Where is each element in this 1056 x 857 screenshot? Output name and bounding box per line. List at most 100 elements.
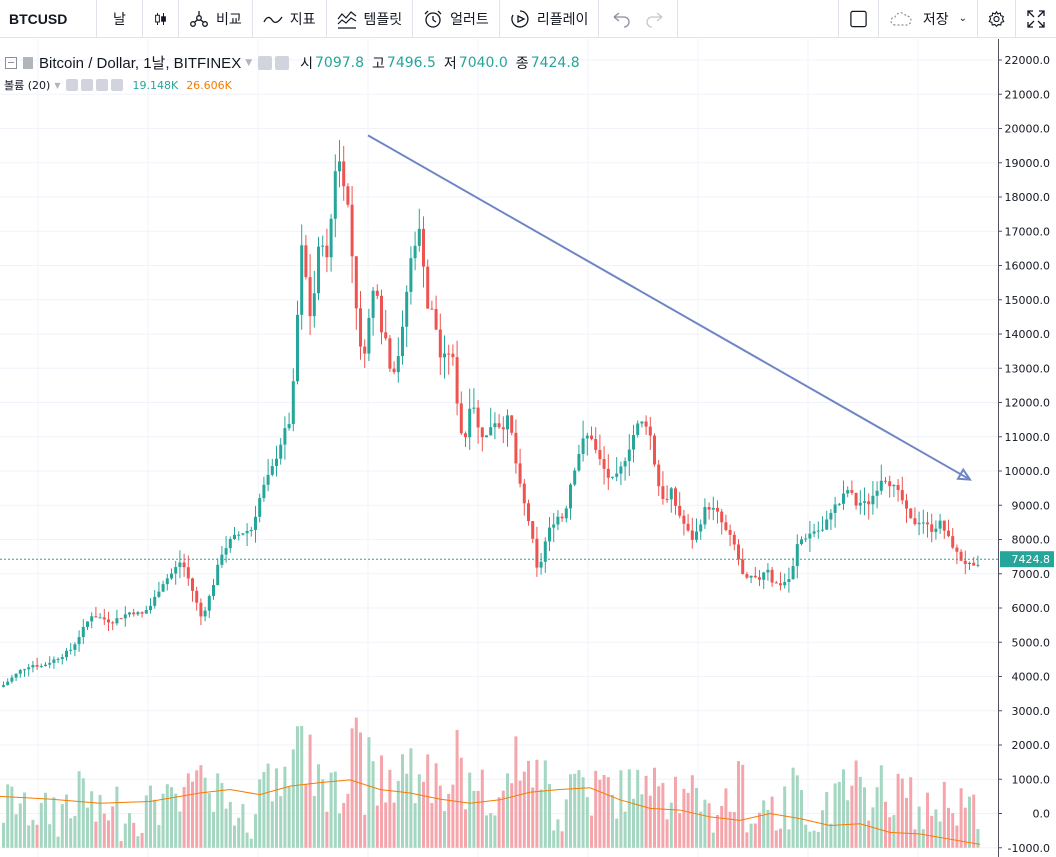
candle-body xyxy=(749,575,753,578)
volume-bar xyxy=(695,787,698,848)
candle-body xyxy=(816,530,820,532)
candle-body xyxy=(153,596,157,606)
volume-bar xyxy=(766,809,770,848)
volume-bar xyxy=(783,786,787,848)
candle-body xyxy=(170,573,173,579)
volume-title[interactable]: 볼륨 (20) xyxy=(4,79,51,92)
candle-body xyxy=(871,495,875,505)
candle-body xyxy=(220,554,224,565)
candle-body xyxy=(52,659,56,663)
candle-body xyxy=(308,277,312,317)
candle-body xyxy=(867,501,871,505)
volume-bar xyxy=(934,809,938,848)
candle-body xyxy=(543,541,547,562)
candle-body xyxy=(863,501,866,503)
volume-bar xyxy=(598,779,602,848)
close-icon[interactable] xyxy=(111,79,124,91)
alerts-button[interactable]: 얼러트 xyxy=(413,0,500,38)
candle-body xyxy=(396,356,400,373)
candle-body xyxy=(514,432,518,464)
main-series-legend: Bitcoin / Dollar, 1날, BITFINEX ▼ 시 7097.8… xyxy=(0,52,580,73)
symbol-search-button[interactable]: BTCUSD xyxy=(0,0,97,38)
volume-bar xyxy=(527,760,530,848)
candle-body xyxy=(262,484,266,499)
candle-body xyxy=(527,503,530,522)
replay-button[interactable]: 리플레이 xyxy=(500,0,600,38)
volume-bar xyxy=(678,813,682,848)
candle-body xyxy=(791,566,795,580)
volume-bar xyxy=(833,783,837,848)
price-axis-label: 13000.0 xyxy=(1005,362,1051,375)
volume-bar xyxy=(123,823,127,848)
volume-bar xyxy=(430,803,434,848)
candle-body xyxy=(333,171,337,219)
save-button[interactable]: 저장 ⌄ xyxy=(879,0,978,38)
candle-body xyxy=(472,407,476,409)
compare-button[interactable]: 비교 xyxy=(179,0,253,38)
volume-bar xyxy=(867,820,871,848)
high-value: 7496.5 xyxy=(386,54,436,71)
candle-body xyxy=(98,617,102,619)
volume-bar xyxy=(23,792,26,848)
volume-bar xyxy=(795,775,799,848)
candle-body xyxy=(291,381,295,425)
price-axis-label: 15000.0 xyxy=(1005,294,1051,307)
candle-body xyxy=(921,522,925,524)
candle-body xyxy=(354,256,358,309)
candle-body xyxy=(60,657,64,660)
volume-bar xyxy=(438,785,442,848)
settings-small-icon[interactable] xyxy=(81,79,94,91)
fullscreen-button[interactable] xyxy=(1016,0,1056,38)
volume-bar xyxy=(73,815,77,848)
eye-icon[interactable] xyxy=(258,55,273,70)
volume-bar xyxy=(405,773,409,848)
volume-bar xyxy=(560,831,564,848)
series-title[interactable]: Bitcoin / Dollar, 1날, BITFINEX xyxy=(39,55,242,72)
volume-bar xyxy=(65,794,68,848)
candle-body xyxy=(913,518,917,525)
volume-bar xyxy=(300,725,304,848)
collapse-legend-button[interactable] xyxy=(5,56,17,69)
settings-small-icon[interactable] xyxy=(275,55,290,70)
volume-bar xyxy=(602,775,606,848)
price-chart[interactable]: 22000.0 21000.0 20000.0 19000.0 18000.0 17000… xyxy=(0,39,1056,857)
chart-style-button[interactable] xyxy=(143,0,179,38)
candle-body xyxy=(245,531,249,534)
candle-body xyxy=(287,424,291,429)
volume-bar xyxy=(346,793,350,848)
redo-icon[interactable] xyxy=(645,9,665,29)
plus-icon[interactable] xyxy=(96,79,109,91)
eye-icon[interactable] xyxy=(66,79,79,91)
candle-body xyxy=(674,488,677,506)
volume-bar xyxy=(548,784,551,848)
candle-body xyxy=(468,408,472,438)
volume-bar xyxy=(900,778,904,848)
candle-body xyxy=(665,498,669,500)
candle-body xyxy=(161,584,165,592)
fullscreen-chart-button[interactable] xyxy=(839,0,879,38)
interval-button[interactable]: 날 xyxy=(97,0,143,38)
volume-bar xyxy=(35,824,39,848)
volume-bar xyxy=(619,770,623,848)
settings-button[interactable] xyxy=(978,0,1016,38)
volume-bar xyxy=(44,792,47,848)
volume-bar xyxy=(636,769,640,848)
price-axis-label: 22000.0 xyxy=(1005,54,1051,67)
candle-body xyxy=(879,480,883,491)
caret-down-icon[interactable]: ▼ xyxy=(245,57,253,68)
indicators-button[interactable]: 지표 xyxy=(253,0,327,38)
templates-button[interactable]: 템플릿 xyxy=(327,0,414,38)
volume-bar xyxy=(56,836,60,848)
candle-body xyxy=(581,438,585,454)
volume-bar xyxy=(858,776,862,848)
undo-icon[interactable] xyxy=(611,9,631,29)
price-axis-label: 21000.0 xyxy=(1005,88,1051,101)
volume-bar xyxy=(674,776,677,848)
caret-down-icon[interactable]: ▼ xyxy=(54,80,61,90)
volume-bar xyxy=(909,777,913,848)
candle-body xyxy=(77,637,81,645)
templates-label: 템플릿 xyxy=(363,11,403,28)
volume-bar xyxy=(245,832,249,848)
volume-bar xyxy=(413,803,417,848)
candle-body xyxy=(489,427,493,436)
